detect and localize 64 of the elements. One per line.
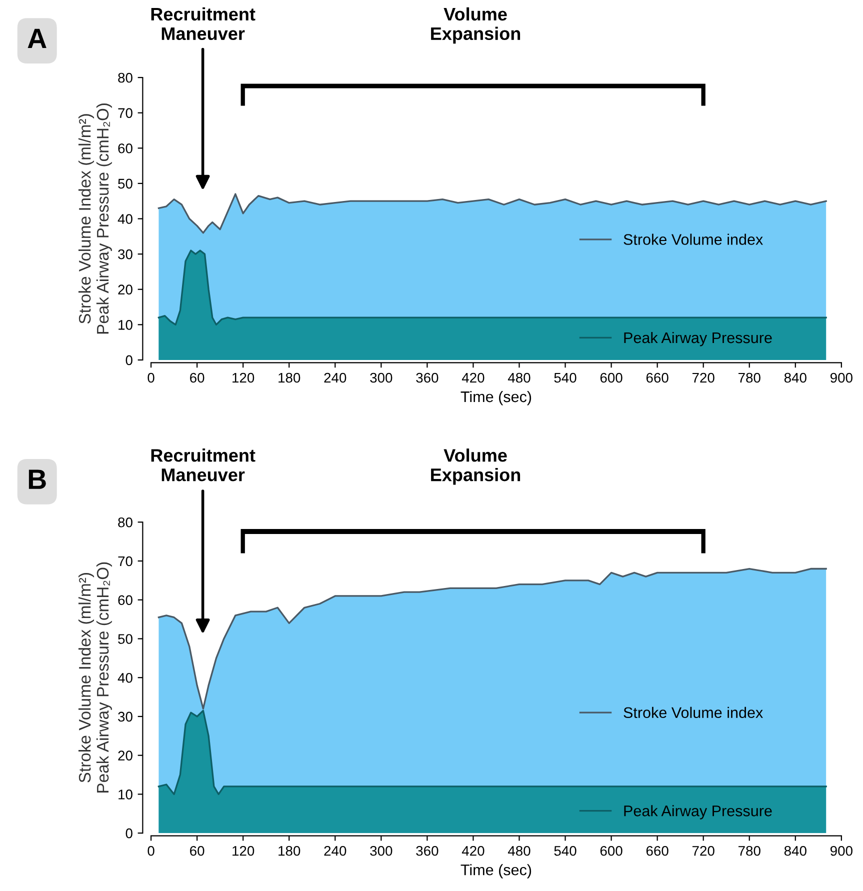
legend-label: Stroke Volume index <box>624 234 763 245</box>
x-tick-label: 840 <box>784 372 806 383</box>
y-tick-label: 40 <box>118 214 132 224</box>
y-tick-label: 50 <box>118 178 132 189</box>
x-tick-label: 660 <box>646 372 668 383</box>
text: Recruitment Maneuver <box>151 7 256 40</box>
chart-title: B <box>28 470 46 489</box>
y-tick-label: 80 <box>118 72 132 83</box>
y-tick-label: 0 <box>126 828 132 838</box>
x-axis-title: Time (sec) <box>460 864 532 878</box>
x-tick-label: 900 <box>830 372 852 383</box>
y-axis-title: Stroke Volume Index (ml/m²) Peak Airway Pressure (cmH₂O) <box>78 104 112 334</box>
x-tick-label: 240 <box>324 846 346 856</box>
x-tick-label: 360 <box>416 372 438 383</box>
y-tick-label: 50 <box>118 634 132 644</box>
chart-title: A <box>28 28 46 48</box>
y-tick-label: 20 <box>118 750 132 761</box>
text: Volume Expansion <box>431 448 520 485</box>
x-tick-label: 60 <box>190 372 204 383</box>
y-tick-label: 30 <box>118 712 132 722</box>
x-tick-label: 900 <box>830 846 852 856</box>
text: Recruitment Maneuver <box>151 448 256 482</box>
x-tick-label: 720 <box>692 372 714 383</box>
x-tick-label: 120 <box>232 846 254 856</box>
text: Volume Expansion <box>431 7 520 44</box>
y-tick-label: 20 <box>118 284 132 295</box>
x-tick-label: 240 <box>324 372 346 383</box>
x-tick-label: 360 <box>416 846 438 856</box>
x-tick-label: 720 <box>692 846 714 856</box>
x-tick-label: 660 <box>646 846 668 856</box>
x-tick-label: 300 <box>370 846 392 856</box>
x-tick-label: 540 <box>554 846 576 856</box>
y-tick-label: 10 <box>118 320 132 330</box>
y-tick-label: 0 <box>126 355 132 366</box>
y-tick-label: 60 <box>118 143 132 154</box>
x-tick-label: 600 <box>600 846 622 856</box>
x-tick-label: 60 <box>190 846 204 856</box>
x-tick-label: 120 <box>232 372 254 383</box>
x-tick-label: 780 <box>738 846 760 856</box>
x-tick-label: 840 <box>784 846 806 856</box>
x-tick-label: 600 <box>600 372 622 383</box>
x-tick-label: 480 <box>508 372 530 383</box>
x-tick-label: 420 <box>462 372 484 383</box>
x-tick-label: 0 <box>148 846 154 856</box>
x-tick-label: 180 <box>278 846 300 856</box>
x-tick-label: 420 <box>462 846 484 856</box>
y-axis-title: Stroke Volume Index (ml/m²) Peak Airway Pressure (cmH₂O) <box>78 562 112 792</box>
y-tick-label: 30 <box>118 249 132 260</box>
y-tick-label: 70 <box>118 556 132 566</box>
y-tick-label: 70 <box>118 108 132 118</box>
x-tick-label: 300 <box>370 372 392 383</box>
y-tick-label: 10 <box>118 790 132 800</box>
x-tick-label: 540 <box>554 372 576 383</box>
x-tick-label: 180 <box>278 372 300 383</box>
x-axis-title: Time (sec) <box>460 390 532 406</box>
y-tick-label: 60 <box>118 595 132 606</box>
legend-label: Peak Airway Pressure <box>624 805 772 820</box>
x-tick-label: 780 <box>738 372 760 383</box>
y-tick-label: 40 <box>118 672 132 683</box>
legend-label: Stroke Volume index <box>624 706 763 718</box>
x-tick-label: 480 <box>508 846 530 856</box>
y-tick-label: 80 <box>118 517 132 528</box>
x-tick-label: 0 <box>148 372 154 383</box>
legend-label: Peak Airway Pressure <box>624 332 772 346</box>
